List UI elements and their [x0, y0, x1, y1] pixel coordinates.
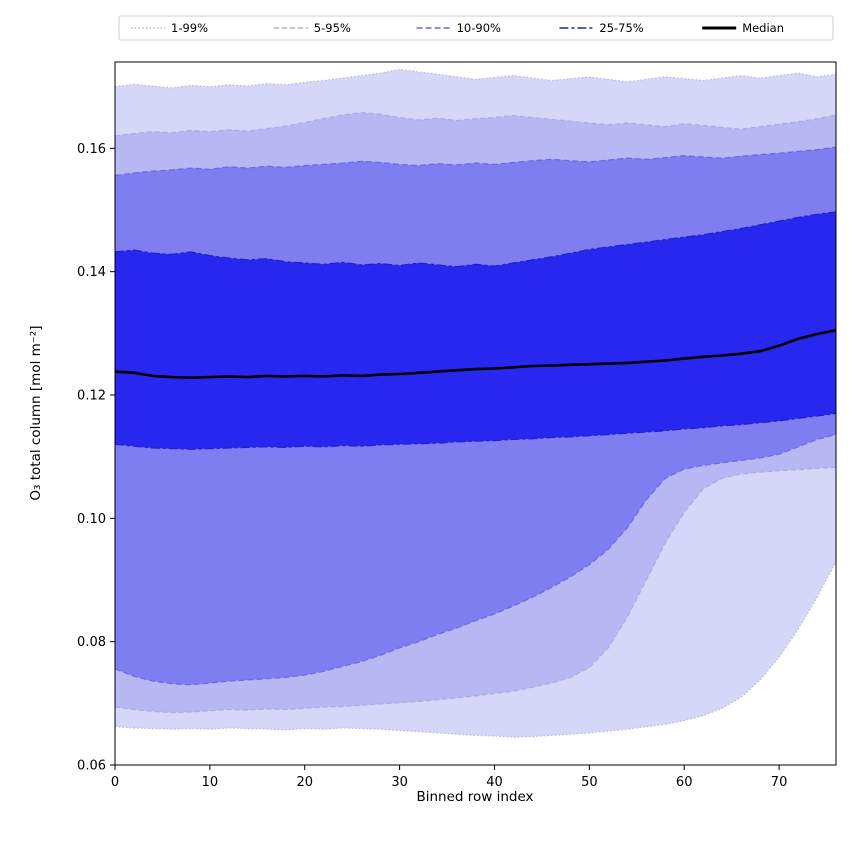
- x-tick-label: 20: [296, 775, 313, 790]
- chart-layer: 0 10 20 30 40 50 60 70 0.06 0.08 0.10 0.12 0.14 0.16: [77, 61, 837, 790]
- legend: 1-99% 5-95% 10-90% 25-75% Median: [118, 15, 834, 41]
- y-tick-label: 0.14: [77, 265, 106, 280]
- x-tick-label: 40: [486, 775, 503, 790]
- legend-entry: 5-95%: [273, 21, 351, 35]
- y-tick-label: 0.08: [77, 635, 106, 650]
- legend-entry: Median: [702, 21, 784, 35]
- legend-label: Median: [742, 21, 784, 35]
- band-edge-10-90%-lower: [115, 433, 836, 686]
- x-tick-label: 70: [771, 775, 788, 790]
- legend-label: 10-90%: [457, 21, 501, 35]
- legend-entry: 25-75%: [559, 21, 644, 35]
- y-tick-label: 0.16: [77, 142, 106, 157]
- plot-frame: [114, 61, 837, 766]
- x-tick-label: 0: [111, 775, 119, 790]
- median-line: [115, 328, 836, 379]
- x-tick-label: 10: [202, 775, 219, 790]
- legend-entry: 10-90%: [416, 21, 501, 35]
- plot-area: [115, 68, 836, 738]
- band-edge-25-75%-upper: [115, 211, 836, 268]
- band-edge-10-90%-upper: [115, 146, 836, 177]
- x-tick-label: 50: [581, 775, 598, 790]
- legend-label: 1-99%: [171, 21, 208, 35]
- band-edge-25-75%-lower: [115, 412, 836, 450]
- legend-label: 25-75%: [599, 21, 643, 35]
- legend-entry: 1-99%: [131, 21, 208, 35]
- x-axis-label: Binned row index: [416, 789, 533, 805]
- y-axis-label: O₃ total column [mol m⁻²]: [28, 325, 44, 500]
- band-edge-1-99%-lower: [115, 561, 836, 738]
- band-edge-1-99%-upper: [115, 68, 836, 89]
- x-tick-label: 30: [391, 775, 408, 790]
- y-tick-label: 0.12: [77, 389, 106, 404]
- legend-label: 5-95%: [314, 21, 351, 35]
- y-tick-label: 0.06: [77, 759, 106, 774]
- band-edge-5-95%-lower: [115, 466, 836, 714]
- band-edge-5-95%-upper: [115, 112, 836, 137]
- x-tick-label: 60: [676, 775, 693, 790]
- y-tick-label: 0.10: [77, 512, 106, 527]
- band-25-75%: [115, 211, 836, 450]
- legend-box: [118, 15, 834, 41]
